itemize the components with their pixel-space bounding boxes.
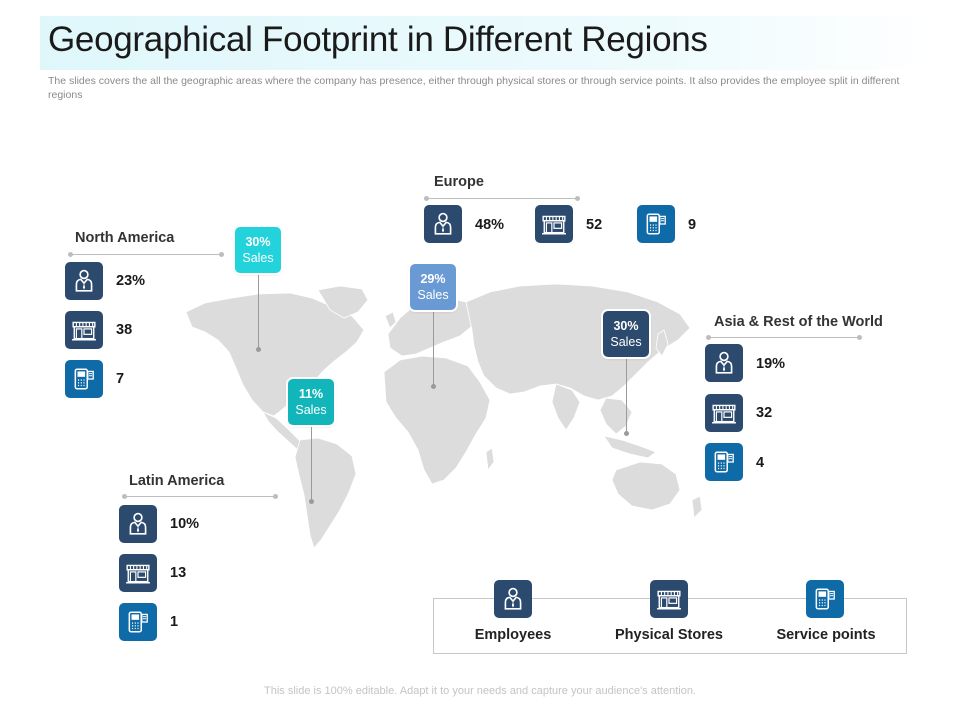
sales-callout-north-america: 30% Sales bbox=[235, 227, 281, 273]
asia-service-points-value: 4 bbox=[756, 455, 765, 471]
page-subtitle: The slides covers the all the geographic… bbox=[48, 75, 900, 101]
store-icon bbox=[650, 580, 688, 618]
divider-asia bbox=[706, 335, 862, 340]
na-service-points-value: 7 bbox=[116, 371, 125, 387]
map-uk bbox=[384, 311, 397, 329]
sales-label: Sales bbox=[417, 288, 449, 302]
store-icon bbox=[65, 311, 103, 349]
service-point-icon bbox=[119, 603, 157, 641]
eu-employees-value: 48% bbox=[475, 217, 505, 233]
na-employees-value: 23% bbox=[116, 273, 146, 289]
legend-label-employees: Employees bbox=[474, 627, 552, 643]
region-title-latin-america: Latin America bbox=[129, 473, 225, 489]
sales-callout-latin-america: 11% Sales bbox=[288, 379, 334, 425]
divider-latin-america bbox=[122, 494, 278, 499]
service-point-icon bbox=[705, 443, 743, 481]
sales-callout-europe: 29% Sales bbox=[410, 264, 456, 310]
employee-icon bbox=[65, 262, 103, 300]
sales-pct: 30% bbox=[245, 235, 271, 249]
service-point-icon bbox=[65, 360, 103, 398]
la-employees-value: 10% bbox=[170, 516, 200, 532]
footer-note: This slide is 100% editable. Adapt it to… bbox=[264, 685, 696, 697]
map-madagascar bbox=[485, 447, 495, 472]
sales-pct: 30% bbox=[613, 319, 639, 333]
sales-callout-asia: 30% Sales bbox=[603, 311, 649, 357]
sales-label: Sales bbox=[610, 335, 642, 349]
store-icon bbox=[705, 394, 743, 432]
map-indonesia bbox=[603, 435, 657, 459]
legend-label-stores: Physical Stores bbox=[615, 627, 723, 643]
sales-pct: 11% bbox=[298, 387, 324, 401]
map-greenland bbox=[317, 285, 369, 319]
employee-icon bbox=[705, 344, 743, 382]
la-stores-value: 13 bbox=[170, 565, 187, 581]
map-nz bbox=[691, 495, 703, 519]
region-title-north-america: North America bbox=[75, 230, 175, 246]
map-australia bbox=[611, 461, 681, 511]
service-point-icon bbox=[637, 205, 675, 243]
region-title-asia: Asia & Rest of the World bbox=[714, 314, 883, 330]
asia-employees-value: 19% bbox=[756, 356, 786, 372]
na-stores-value: 38 bbox=[116, 322, 133, 338]
sales-label: Sales bbox=[295, 403, 327, 417]
divider-north-america bbox=[68, 252, 224, 257]
asia-stores-value: 32 bbox=[756, 405, 773, 421]
map-japan bbox=[655, 329, 669, 357]
employee-icon bbox=[119, 505, 157, 543]
store-icon bbox=[119, 554, 157, 592]
callout-line-north-america bbox=[258, 273, 259, 349]
store-icon bbox=[535, 205, 573, 243]
callout-dot-europe bbox=[431, 384, 436, 389]
title-band bbox=[40, 16, 935, 70]
eu-stores-value: 52 bbox=[586, 217, 603, 233]
employee-icon bbox=[424, 205, 462, 243]
callout-line-asia bbox=[626, 357, 627, 433]
map-sea bbox=[599, 397, 633, 435]
map-india bbox=[551, 383, 581, 431]
eu-service-points-value: 9 bbox=[688, 217, 697, 233]
la-service-points-value: 1 bbox=[170, 614, 179, 630]
callout-line-europe bbox=[433, 310, 434, 386]
region-title-europe: Europe bbox=[434, 174, 484, 190]
map-south-america bbox=[294, 437, 357, 549]
callout-dot-latin-america bbox=[309, 499, 314, 504]
callout-dot-asia bbox=[624, 431, 629, 436]
page-title: Geographical Footprint in Different Regi… bbox=[48, 20, 708, 59]
map-africa bbox=[383, 355, 491, 485]
employee-icon bbox=[494, 580, 532, 618]
service-point-icon bbox=[806, 580, 844, 618]
sales-pct: 29% bbox=[420, 272, 446, 286]
map-asia bbox=[465, 283, 691, 401]
callout-line-latin-america bbox=[311, 425, 312, 501]
sales-label: Sales bbox=[242, 251, 274, 265]
callout-dot-north-america bbox=[256, 347, 261, 352]
divider-europe bbox=[424, 196, 580, 201]
legend-label-service: Service points bbox=[776, 627, 876, 643]
